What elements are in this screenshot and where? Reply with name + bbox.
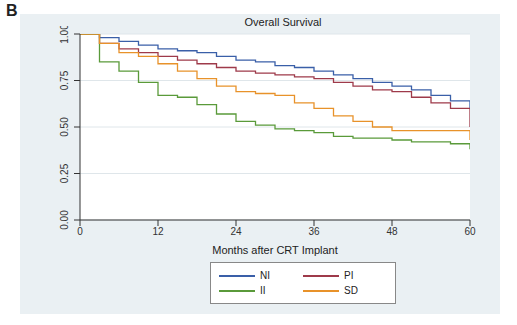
html-text:II: II <box>260 285 266 296</box>
svg-text:12: 12 <box>152 226 164 237</box>
html-text:B: B <box>6 2 18 19</box>
html-text:SD: SD <box>344 285 358 296</box>
html-text:NI: NI <box>260 270 270 281</box>
svg-text:48: 48 <box>386 226 398 237</box>
html-text:Overall Survival: Overall Survival <box>244 16 322 28</box>
svg-text:0.00: 0.00 <box>59 210 70 230</box>
svg-text:1.00: 1.00 <box>59 26 70 44</box>
html-text:PI: PI <box>344 270 354 281</box>
svg-text:0.75: 0.75 <box>59 70 70 90</box>
svg-text:60: 60 <box>464 226 476 237</box>
svg-text:0: 0 <box>77 226 83 237</box>
svg-text:24: 24 <box>230 226 242 237</box>
svg-text:36: 36 <box>308 226 320 237</box>
svg-text:Months after CRT Implant: Months after CRT Implant <box>212 244 338 256</box>
svg-text:0.25: 0.25 <box>59 163 70 183</box>
svg-text:0.50: 0.50 <box>59 117 70 137</box>
